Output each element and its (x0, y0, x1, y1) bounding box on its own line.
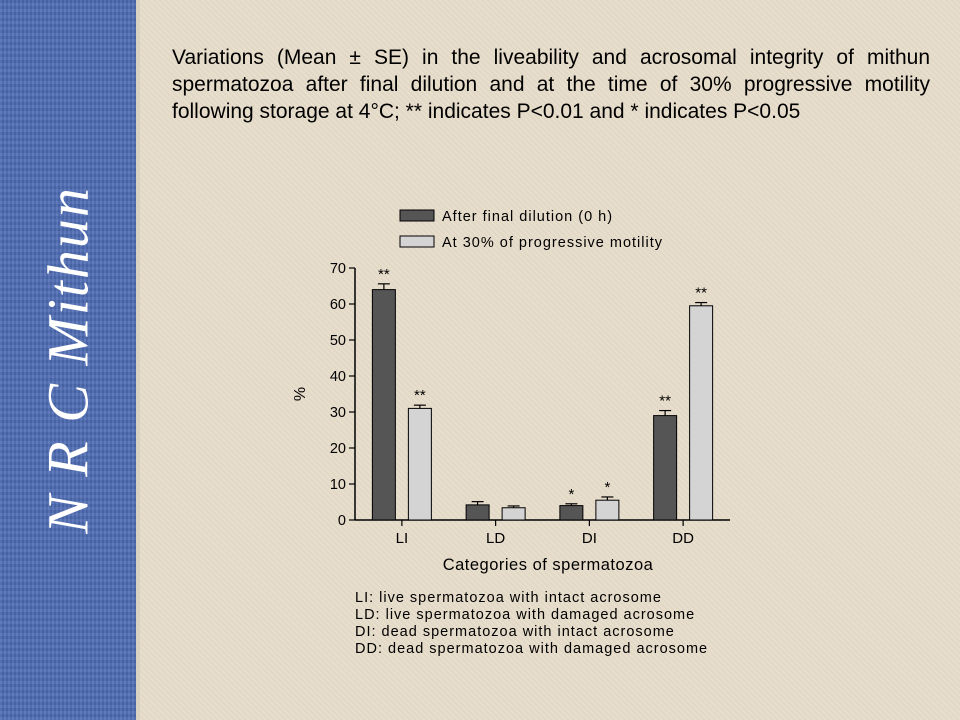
significance-label: * (604, 479, 610, 496)
legend-swatch (399, 209, 435, 222)
abbreviation-ld: LD: live spermatozoa with damaged acroso… (355, 607, 696, 623)
bar (465, 504, 490, 521)
bar (501, 507, 526, 521)
y-tick-label: 40 (330, 369, 346, 385)
y-axis-label: % (292, 387, 309, 401)
abbreviation-li: LI: live spermatozoa with intact acrosom… (355, 590, 662, 606)
x-axis-label: Categories of spermatozoa (443, 556, 654, 574)
legend-swatch (399, 235, 435, 248)
bar (595, 499, 620, 521)
slide-content (140, 0, 960, 720)
x-tick-label: LD (486, 530, 505, 547)
significance-label: * (568, 486, 574, 503)
bar (371, 289, 396, 521)
slide-caption: Variations (Mean ± SE) in the liveabilit… (172, 46, 930, 123)
y-tick-label: 0 (338, 513, 346, 529)
y-tick-label: 10 (330, 477, 346, 493)
y-tick-label: 30 (330, 405, 346, 421)
significance-label: ** (695, 285, 707, 302)
legend-label: At 30% of progressive motility (442, 235, 663, 251)
bar (407, 407, 432, 521)
x-tick-label: DI (582, 530, 597, 547)
significance-label: ** (414, 387, 426, 404)
x-tick-label: DD (672, 530, 694, 547)
y-tick-label: 70 (330, 261, 346, 277)
y-tick-label: 60 (330, 297, 346, 313)
bar (689, 305, 714, 521)
abbreviation-list: LI: live spermatozoa with intact acrosom… (355, 590, 708, 658)
sidebar-divider (136, 0, 140, 720)
sidebar-banner: N R C Mithun (0, 0, 136, 720)
bar (653, 415, 678, 521)
y-tick-label: 20 (330, 441, 346, 457)
x-tick-label: LI (396, 530, 409, 547)
significance-label: ** (659, 393, 671, 410)
significance-label: ** (378, 266, 390, 283)
abbreviation-dd: DD: dead spermatozoa with damaged acroso… (355, 641, 709, 657)
bar (559, 505, 584, 521)
legend-label: After final dilution (0 h) (442, 209, 613, 225)
abbreviation-di: DI: dead spermatozoa with intact acrosom… (355, 624, 675, 640)
y-tick-label: 50 (330, 333, 346, 349)
